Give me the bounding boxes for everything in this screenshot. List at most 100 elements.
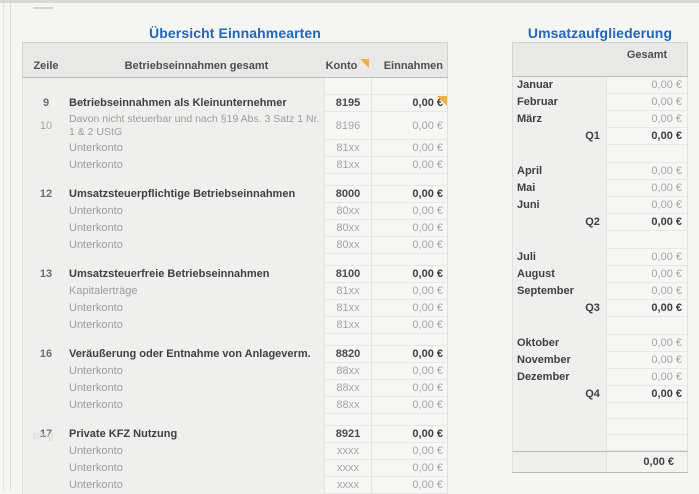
cell-einnahmen[interactable]: 0,00 € xyxy=(371,477,447,494)
cell-zeile[interactable] xyxy=(23,237,69,254)
cell-month-label[interactable]: Mai xyxy=(517,182,536,194)
cell-month-label[interactable]: Januar xyxy=(517,79,554,91)
cell-month-label[interactable]: Februar xyxy=(517,96,558,108)
cell-einnahmen[interactable]: 0,00 € xyxy=(371,363,447,380)
cell-konto[interactable]: 81xx xyxy=(324,300,371,317)
cell-einnahmen[interactable]: 0,00 € xyxy=(371,237,447,254)
cell-name[interactable]: Umsatzsteuerfreie Betriebseinnahmen xyxy=(69,268,270,280)
cell-konto[interactable]: 8820 xyxy=(324,346,371,363)
cell-einnahmen[interactable] xyxy=(371,78,447,95)
cell-gesamt-value[interactable]: 0,00 € xyxy=(605,197,687,214)
cell-name[interactable]: Unterkonto xyxy=(69,239,123,251)
comment-marker-icon[interactable] xyxy=(437,96,447,106)
cell-einnahmen[interactable]: 0,00 € xyxy=(371,203,447,220)
cell-gesamt-value[interactable] xyxy=(605,435,687,451)
cell-einnahmen[interactable]: 0,00 € xyxy=(371,443,447,460)
cell-gesamt-value[interactable]: 0,00 € xyxy=(605,249,687,266)
cell-month-label[interactable]: März xyxy=(517,113,543,125)
cell-quarter-label[interactable]: Q3 xyxy=(585,302,600,314)
cell-zeile[interactable] xyxy=(23,203,69,220)
comment-marker-icon[interactable] xyxy=(360,59,370,68)
cell-name[interactable]: Unterkonto xyxy=(69,319,123,331)
cell-einnahmen[interactable] xyxy=(371,414,447,426)
column-header-betriebseinnahmen[interactable]: Betriebseinnahmen gesamt xyxy=(124,60,269,72)
cell-einnahmen[interactable]: 0,00 € xyxy=(371,317,447,334)
cell-konto[interactable]: 88xx xyxy=(324,363,371,380)
cell-gesamt-value[interactable]: 0,00 € xyxy=(605,335,687,352)
cell-month-label[interactable]: November xyxy=(517,354,571,366)
cell-zeile[interactable] xyxy=(23,283,69,300)
cell-einnahmen[interactable] xyxy=(371,334,447,346)
column-header-zeile[interactable]: Zeile xyxy=(33,60,59,72)
cell-konto[interactable] xyxy=(324,334,371,346)
cell-einnahmen[interactable]: 0,00 € xyxy=(371,380,447,397)
cell-name[interactable]: Kapitalerträge xyxy=(69,285,138,297)
total-value-cell[interactable]: 0,00 € xyxy=(605,452,687,472)
cell-zeile[interactable]: 12 xyxy=(39,188,53,200)
cell-name[interactable]: Unterkonto xyxy=(69,222,123,234)
cell-konto[interactable]: xxxx xyxy=(324,443,371,460)
cell-einnahmen[interactable]: 0,00 € xyxy=(371,283,447,300)
cell-konto[interactable] xyxy=(324,174,371,186)
column-header-einnahmen[interactable]: Einnahmen xyxy=(383,60,443,72)
cell-month-label[interactable]: Oktober xyxy=(517,337,560,349)
cell-einnahmen[interactable]: 0,00 € xyxy=(371,426,447,443)
cell-einnahmen[interactable]: 0,00 € xyxy=(371,397,447,414)
income-overview-title[interactable]: Übersicht Einnahmearten xyxy=(149,25,321,41)
cell-zeile[interactable]: 16 xyxy=(39,348,53,360)
cell-zeile[interactable] xyxy=(23,380,69,397)
cell-name[interactable]: Unterkonto xyxy=(69,479,123,491)
cell-gesamt-value[interactable]: 0,00 € xyxy=(605,180,687,197)
cell-name[interactable]: Unterkonto xyxy=(69,302,123,314)
cell-konto[interactable]: 80xx xyxy=(324,220,371,237)
cell-zeile[interactable]: 10 xyxy=(39,120,53,132)
cell-einnahmen[interactable]: 0,00 € xyxy=(371,220,447,237)
cell-zeile[interactable] xyxy=(23,300,69,317)
cell-konto[interactable]: 8100 xyxy=(324,266,371,283)
cell-konto[interactable]: 8196 xyxy=(324,112,371,140)
cell-konto[interactable]: xxxx xyxy=(324,460,371,477)
cell-gesamt-value[interactable] xyxy=(605,403,687,419)
cell-name[interactable]: Unterkonto xyxy=(69,382,123,394)
cell-zeile[interactable] xyxy=(23,460,69,477)
cell-gesamt-value[interactable] xyxy=(605,145,687,163)
cell-einnahmen[interactable]: 0,00 € xyxy=(371,157,447,174)
cell-gesamt-value[interactable]: 0,00 € xyxy=(605,283,687,300)
cell-gesamt-value[interactable]: 0,00 € xyxy=(605,128,687,145)
cell-month-label[interactable]: Dezember xyxy=(517,371,570,383)
cell-einnahmen[interactable]: 0,00 € xyxy=(371,186,447,203)
cell-einnahmen[interactable]: 0,00 € xyxy=(371,112,447,140)
cell-einnahmen[interactable] xyxy=(371,174,447,186)
cell-gesamt-value[interactable] xyxy=(605,231,687,249)
cell-month-label[interactable]: April xyxy=(517,165,543,177)
cell-zeile[interactable] xyxy=(23,363,69,380)
cell-month-label[interactable]: Juni xyxy=(517,199,540,211)
cell-name[interactable]: Betriebseinnahmen als Kleinunternehmer xyxy=(69,97,287,109)
cell-zeile[interactable]: 9 xyxy=(42,97,50,109)
cell-konto[interactable]: xxxx xyxy=(324,477,371,494)
cell-konto[interactable] xyxy=(324,254,371,266)
cell-name[interactable]: Unterkonto xyxy=(69,462,123,474)
cell-name[interactable]: Veräußerung oder Entnahme von Anlageverm… xyxy=(69,348,311,360)
cell-name[interactable]: Unterkonto xyxy=(69,445,123,457)
cell-einnahmen[interactable]: 0,00 € xyxy=(371,95,447,112)
cell-konto[interactable]: 88xx xyxy=(324,397,371,414)
cell-gesamt-value[interactable]: 0,00 € xyxy=(605,386,687,403)
cell-zeile[interactable] xyxy=(23,220,69,237)
cell-zeile[interactable] xyxy=(23,443,69,460)
cell-name[interactable]: Umsatzsteuerpflichtige Betriebseinnahmen xyxy=(69,188,296,200)
cell-month-label[interactable]: August xyxy=(517,268,555,280)
cell-einnahmen[interactable]: 0,00 € xyxy=(371,346,447,363)
cell-name[interactable]: Unterkonto xyxy=(69,205,123,217)
cell-name[interactable]: Unterkonto xyxy=(69,399,123,411)
cell-konto[interactable]: 80xx xyxy=(324,203,371,220)
cell-konto[interactable]: 88xx xyxy=(324,380,371,397)
cell-gesamt-value[interactable]: 0,00 € xyxy=(605,266,687,283)
cell-name[interactable]: Davon nicht steuerbar und nach §19 Abs. … xyxy=(69,113,320,138)
cell-konto[interactable]: 8921 xyxy=(324,426,371,443)
cell-gesamt-value[interactable]: 0,00 € xyxy=(605,300,687,317)
cell-quarter-label[interactable]: Q1 xyxy=(585,130,600,142)
cell-konto[interactable]: 81xx xyxy=(324,283,371,300)
cell-konto[interactable]: 81xx xyxy=(324,140,371,157)
column-header-konto[interactable]: Konto xyxy=(324,59,371,72)
